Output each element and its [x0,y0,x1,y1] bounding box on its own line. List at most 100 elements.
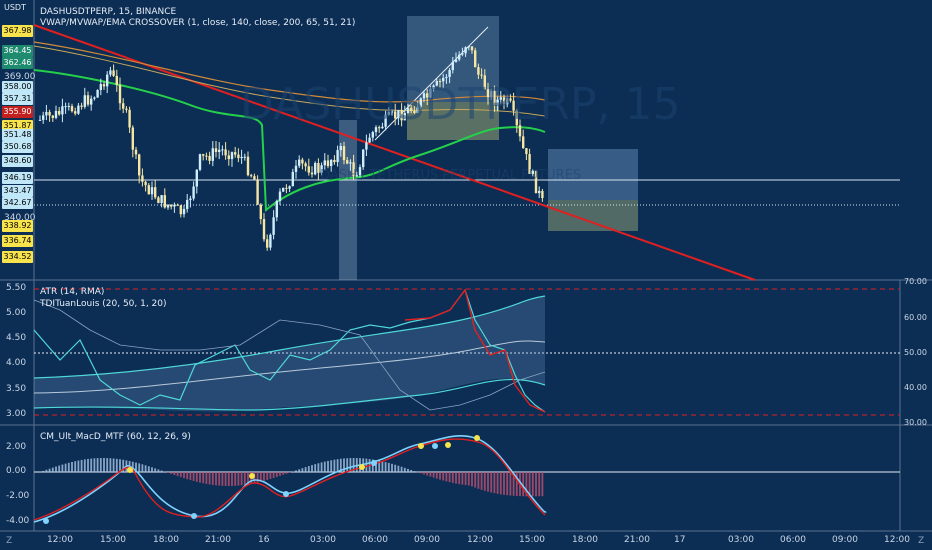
price-tag[interactable]: 351.48 [2,129,33,141]
candle-body [160,195,163,204]
session-column[interactable] [339,120,357,280]
candle-body [246,156,250,176]
candle-body [269,234,272,248]
highlight-box-mid[interactable] [407,102,499,140]
target-box-top[interactable] [548,149,638,200]
candle-body [352,162,355,177]
macd-histogram-bar [266,472,269,480]
candle-body [499,97,502,100]
macd-histogram-bar [157,469,160,472]
candle-body [522,136,525,149]
indicator-title[interactable]: VWAP/MVWAP/EMA CROSSOVER (1, close, 140,… [40,18,356,28]
candle-body [448,70,451,77]
candle-body [186,200,189,209]
price-tag[interactable]: 338.92 [2,220,33,232]
candle-body [541,190,544,199]
candle-body [192,186,195,199]
macd-histogram-bar [58,465,61,472]
macd-histogram-bar [115,458,118,472]
macd-histogram-bar [515,472,518,497]
candle-body [307,166,310,173]
macd-histogram-bar [144,465,147,472]
atr-tick-label: 3.00 [6,409,27,419]
macd-histogram-bar [288,472,291,473]
atr-title[interactable]: ATR (14, RMA) [40,287,105,297]
candle-body [154,187,157,198]
candle-body [96,89,99,98]
time-label: 03:00 [728,535,754,545]
price-tag[interactable]: 355.90 [2,106,33,118]
candle-body [506,98,509,105]
candle-body [80,105,83,107]
price-tag[interactable]: 362.46 [2,57,33,69]
candle-body [272,217,275,235]
price-tag[interactable]: 357.31 [2,93,33,105]
corner-icon-right[interactable]: Z [918,536,925,546]
tdi-tick-label: 40.00 [904,383,927,392]
macd-histogram-bar [269,472,272,479]
candle-body [518,125,522,137]
candle-body [371,132,374,138]
candle-body [355,175,358,177]
macd-histogram-bar [455,472,457,484]
candle-body [93,97,96,99]
candle-body [42,115,45,120]
macd-histogram-bar [298,469,301,472]
macd-histogram-bar [295,470,297,472]
macd-histogram-bar [397,465,400,472]
tdi-tick-label: 60.00 [904,313,927,322]
price-tag[interactable]: 343.47 [2,185,33,197]
macd-histogram-bar [343,458,345,472]
candle-body [240,156,243,159]
macd-histogram-bar [480,472,483,490]
candle-body [51,115,54,118]
candle-body [426,93,429,98]
tdi-tick-label: 30.00 [904,418,927,427]
tdi-tick-label: 70.00 [904,277,927,286]
candle-body [314,163,317,175]
candle-body [198,154,202,170]
macd-histogram-bar [535,472,537,497]
price-tag[interactable]: 367.98 [2,25,33,37]
candle-body [211,148,214,161]
macd-histogram-bar [282,472,285,475]
candle-body [61,106,64,115]
price-tag[interactable]: 342.67 [2,197,33,209]
symbol-title[interactable]: DASHUSDTPERP, 15, BINANCE [40,7,177,17]
macd-histogram-bar [317,463,320,472]
macd-histogram-bar [74,461,77,472]
macd-histogram-bar [263,472,265,481]
price-tag[interactable]: 350.68 [2,141,33,153]
price-tag[interactable]: 358.00 [2,81,33,93]
candle-body [99,84,102,90]
macd-histogram-bar [112,458,115,472]
price-tag[interactable]: 364.45 [2,45,33,57]
macd-histogram-bar [272,472,275,479]
watermark-subtext: DASH / TETHERUS PERPETUAL FUTURES [320,168,582,183]
candle-body [147,185,150,195]
candle-body [262,219,266,240]
macd-title[interactable]: CM_Ult_MacD_MTF (60, 12, 26, 9) [40,432,191,442]
trendline [33,24,756,281]
price-tag[interactable]: 336.74 [2,235,33,247]
price-tag[interactable]: 334.52 [2,251,33,263]
candle-body [173,204,176,207]
price-tag[interactable]: 346.19 [2,172,33,184]
macd-tick-label: 2.00 [6,442,27,452]
macd-histogram-bar [311,465,313,472]
macd-histogram-bar [279,472,281,476]
macd-histogram-bar [503,472,505,495]
candle-body [368,137,371,143]
candle-body [435,81,438,86]
price-tag[interactable]: 348.60 [2,155,33,167]
macd-histogram-bar [307,466,310,472]
candle-body [474,50,477,68]
tdi-title[interactable]: TDITuanLouis (20, 50, 1, 20) [40,299,167,309]
candle-body [438,81,442,83]
time-label: 12:00 [884,535,910,545]
candle-body [90,98,93,105]
candle-body [291,171,294,187]
macd-histogram-bar [493,472,496,494]
corner-icon-left[interactable]: Z [6,536,13,546]
